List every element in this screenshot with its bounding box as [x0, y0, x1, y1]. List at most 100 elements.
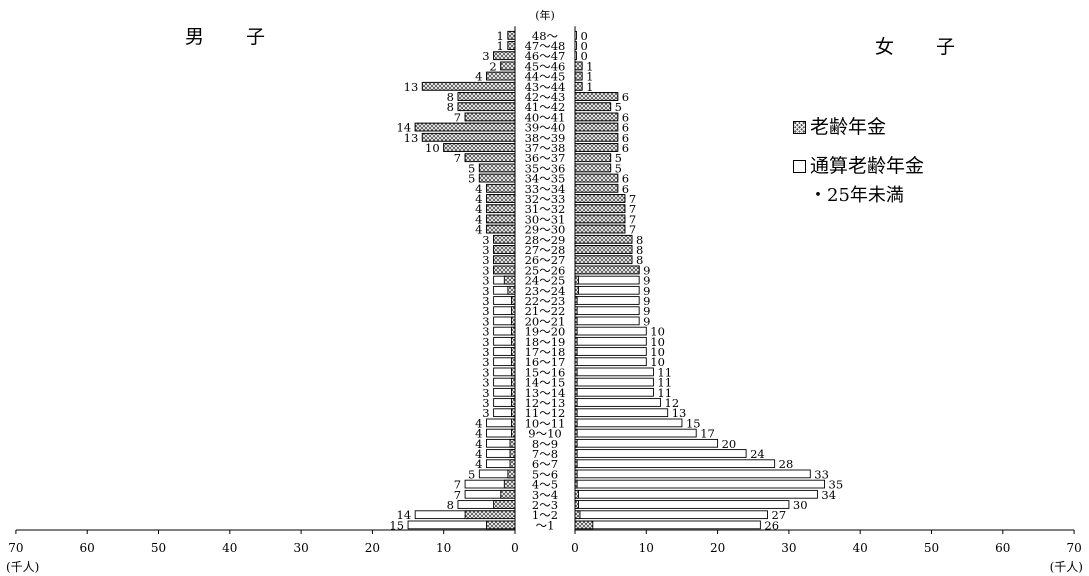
tick-label-left-4: 30 [293, 541, 308, 555]
male-bar-old-44 [504, 480, 515, 488]
legend-label-tsusan: 通算老齢年金 [810, 155, 924, 177]
female-bar-old-35 [575, 388, 577, 396]
male-bar-old-43 [508, 470, 515, 478]
tick-label-left-0: 70 [8, 541, 23, 555]
male-bar-old-39 [511, 429, 515, 437]
male-value-42: 4 [475, 457, 482, 471]
female-value-5: 1 [586, 80, 593, 94]
female-bar-old-41 [575, 450, 577, 458]
female-bar-old-38 [575, 419, 577, 427]
female-value-39: 17 [700, 427, 715, 441]
female-bar-old-5 [575, 82, 582, 90]
male-value-3: 2 [489, 59, 496, 73]
male-bar-old-36 [511, 399, 515, 407]
female-value-43: 33 [814, 467, 829, 481]
female-bar-total-27 [575, 307, 639, 315]
female-value-41: 24 [750, 447, 765, 461]
male-bar-old-21 [494, 246, 515, 254]
male-value-10: 13 [404, 131, 419, 145]
female-bar-total-31 [575, 348, 646, 356]
male-bar-total-38 [486, 419, 515, 427]
female-bar-old-23 [575, 266, 639, 274]
female-bar-old-46 [575, 501, 579, 509]
tick-label-left-6: 10 [436, 541, 451, 555]
female-bar-old-42 [575, 460, 577, 468]
female-bar-old-12 [575, 154, 611, 162]
female-bar-total-1 [575, 42, 577, 50]
male-bar-old-40 [510, 439, 515, 447]
male-bar-old-29 [511, 327, 515, 335]
tick-label-right-7: 0 [571, 541, 579, 555]
female-bar-total-34 [575, 378, 653, 386]
category-label-48: ～1 [536, 518, 555, 532]
female-value-42: 28 [779, 457, 794, 471]
legend-item-old: 老齢年金 [793, 112, 924, 142]
male-bar-old-34 [511, 378, 515, 386]
male-bar-old-45 [501, 490, 515, 498]
female-bar-total-44 [575, 480, 825, 488]
male-value-11: 10 [425, 141, 440, 155]
male-bar-old-48 [486, 521, 515, 529]
female-bar-old-6 [575, 93, 618, 101]
male-value-8: 7 [454, 110, 461, 124]
female-bar-old-36 [575, 399, 577, 407]
male-bar-old-13 [479, 164, 515, 172]
female-bar-old-47 [575, 511, 580, 519]
female-bar-old-48 [575, 521, 593, 529]
female-bar-old-34 [575, 378, 577, 386]
female-bar-old-29 [575, 327, 577, 335]
female-bar-old-43 [575, 470, 577, 478]
male-value-12: 7 [454, 151, 461, 165]
tick-label-right-5: 20 [710, 541, 725, 555]
female-bar-old-19 [575, 225, 625, 233]
male-bar-old-16 [486, 195, 515, 203]
male-bar-old-0 [508, 31, 515, 39]
male-bar-old-30 [511, 337, 515, 345]
male-bar-old-35 [511, 388, 515, 396]
female-bar-old-44 [575, 480, 577, 488]
female-bar-old-21 [575, 246, 632, 254]
tick-label-left-7: 0 [511, 541, 519, 555]
female-value-45: 34 [821, 488, 836, 502]
female-bar-old-18 [575, 215, 625, 223]
male-bar-old-25 [508, 286, 515, 294]
female-bar-old-9 [575, 123, 618, 131]
female-bar-total-32 [575, 358, 646, 366]
x-unit-label-right: (千人) [1050, 560, 1083, 574]
male-bar-old-22 [494, 256, 515, 264]
female-bar-total-35 [575, 388, 653, 396]
female-bar-old-31 [575, 348, 577, 356]
tick-label-left-3: 40 [222, 541, 237, 555]
female-bar-old-20 [575, 235, 632, 243]
male-bar-old-3 [501, 62, 515, 70]
female-bar-old-16 [575, 195, 625, 203]
male-bar-old-20 [494, 235, 515, 243]
tick-label-right-2: 50 [924, 541, 939, 555]
female-bar-total-30 [575, 337, 646, 345]
tick-label-left-1: 60 [80, 541, 95, 555]
female-bar-old-26 [575, 297, 577, 305]
male-bar-old-1 [508, 42, 515, 50]
legend-swatch-tsusan [793, 160, 806, 173]
female-bar-total-33 [575, 368, 653, 376]
female-bar-old-30 [575, 337, 577, 345]
male-bar-old-15 [486, 184, 515, 192]
male-bar-old-28 [511, 317, 515, 325]
female-bar-old-22 [575, 256, 632, 264]
legend-sublabel-tsusan: ・25年未満 [793, 181, 924, 211]
female-bar-total-39 [575, 429, 696, 437]
chart-legend: 老齢年金 通算老齢年金 ・25年未満 [793, 112, 924, 211]
female-bar-total-0 [575, 31, 577, 39]
female-bar-total-41 [575, 450, 746, 458]
tick-label-left-5: 20 [365, 541, 380, 555]
female-bar-old-15 [575, 184, 618, 192]
male-bar-old-23 [494, 266, 515, 274]
male-bar-old-27 [511, 307, 515, 315]
female-bar-old-10 [575, 133, 618, 141]
female-bar-old-17 [575, 205, 625, 213]
male-bar-old-8 [465, 113, 515, 121]
female-bar-total-28 [575, 317, 639, 325]
x-unit-label-left: (千人) [6, 560, 39, 574]
legend-swatch-old [793, 121, 806, 134]
